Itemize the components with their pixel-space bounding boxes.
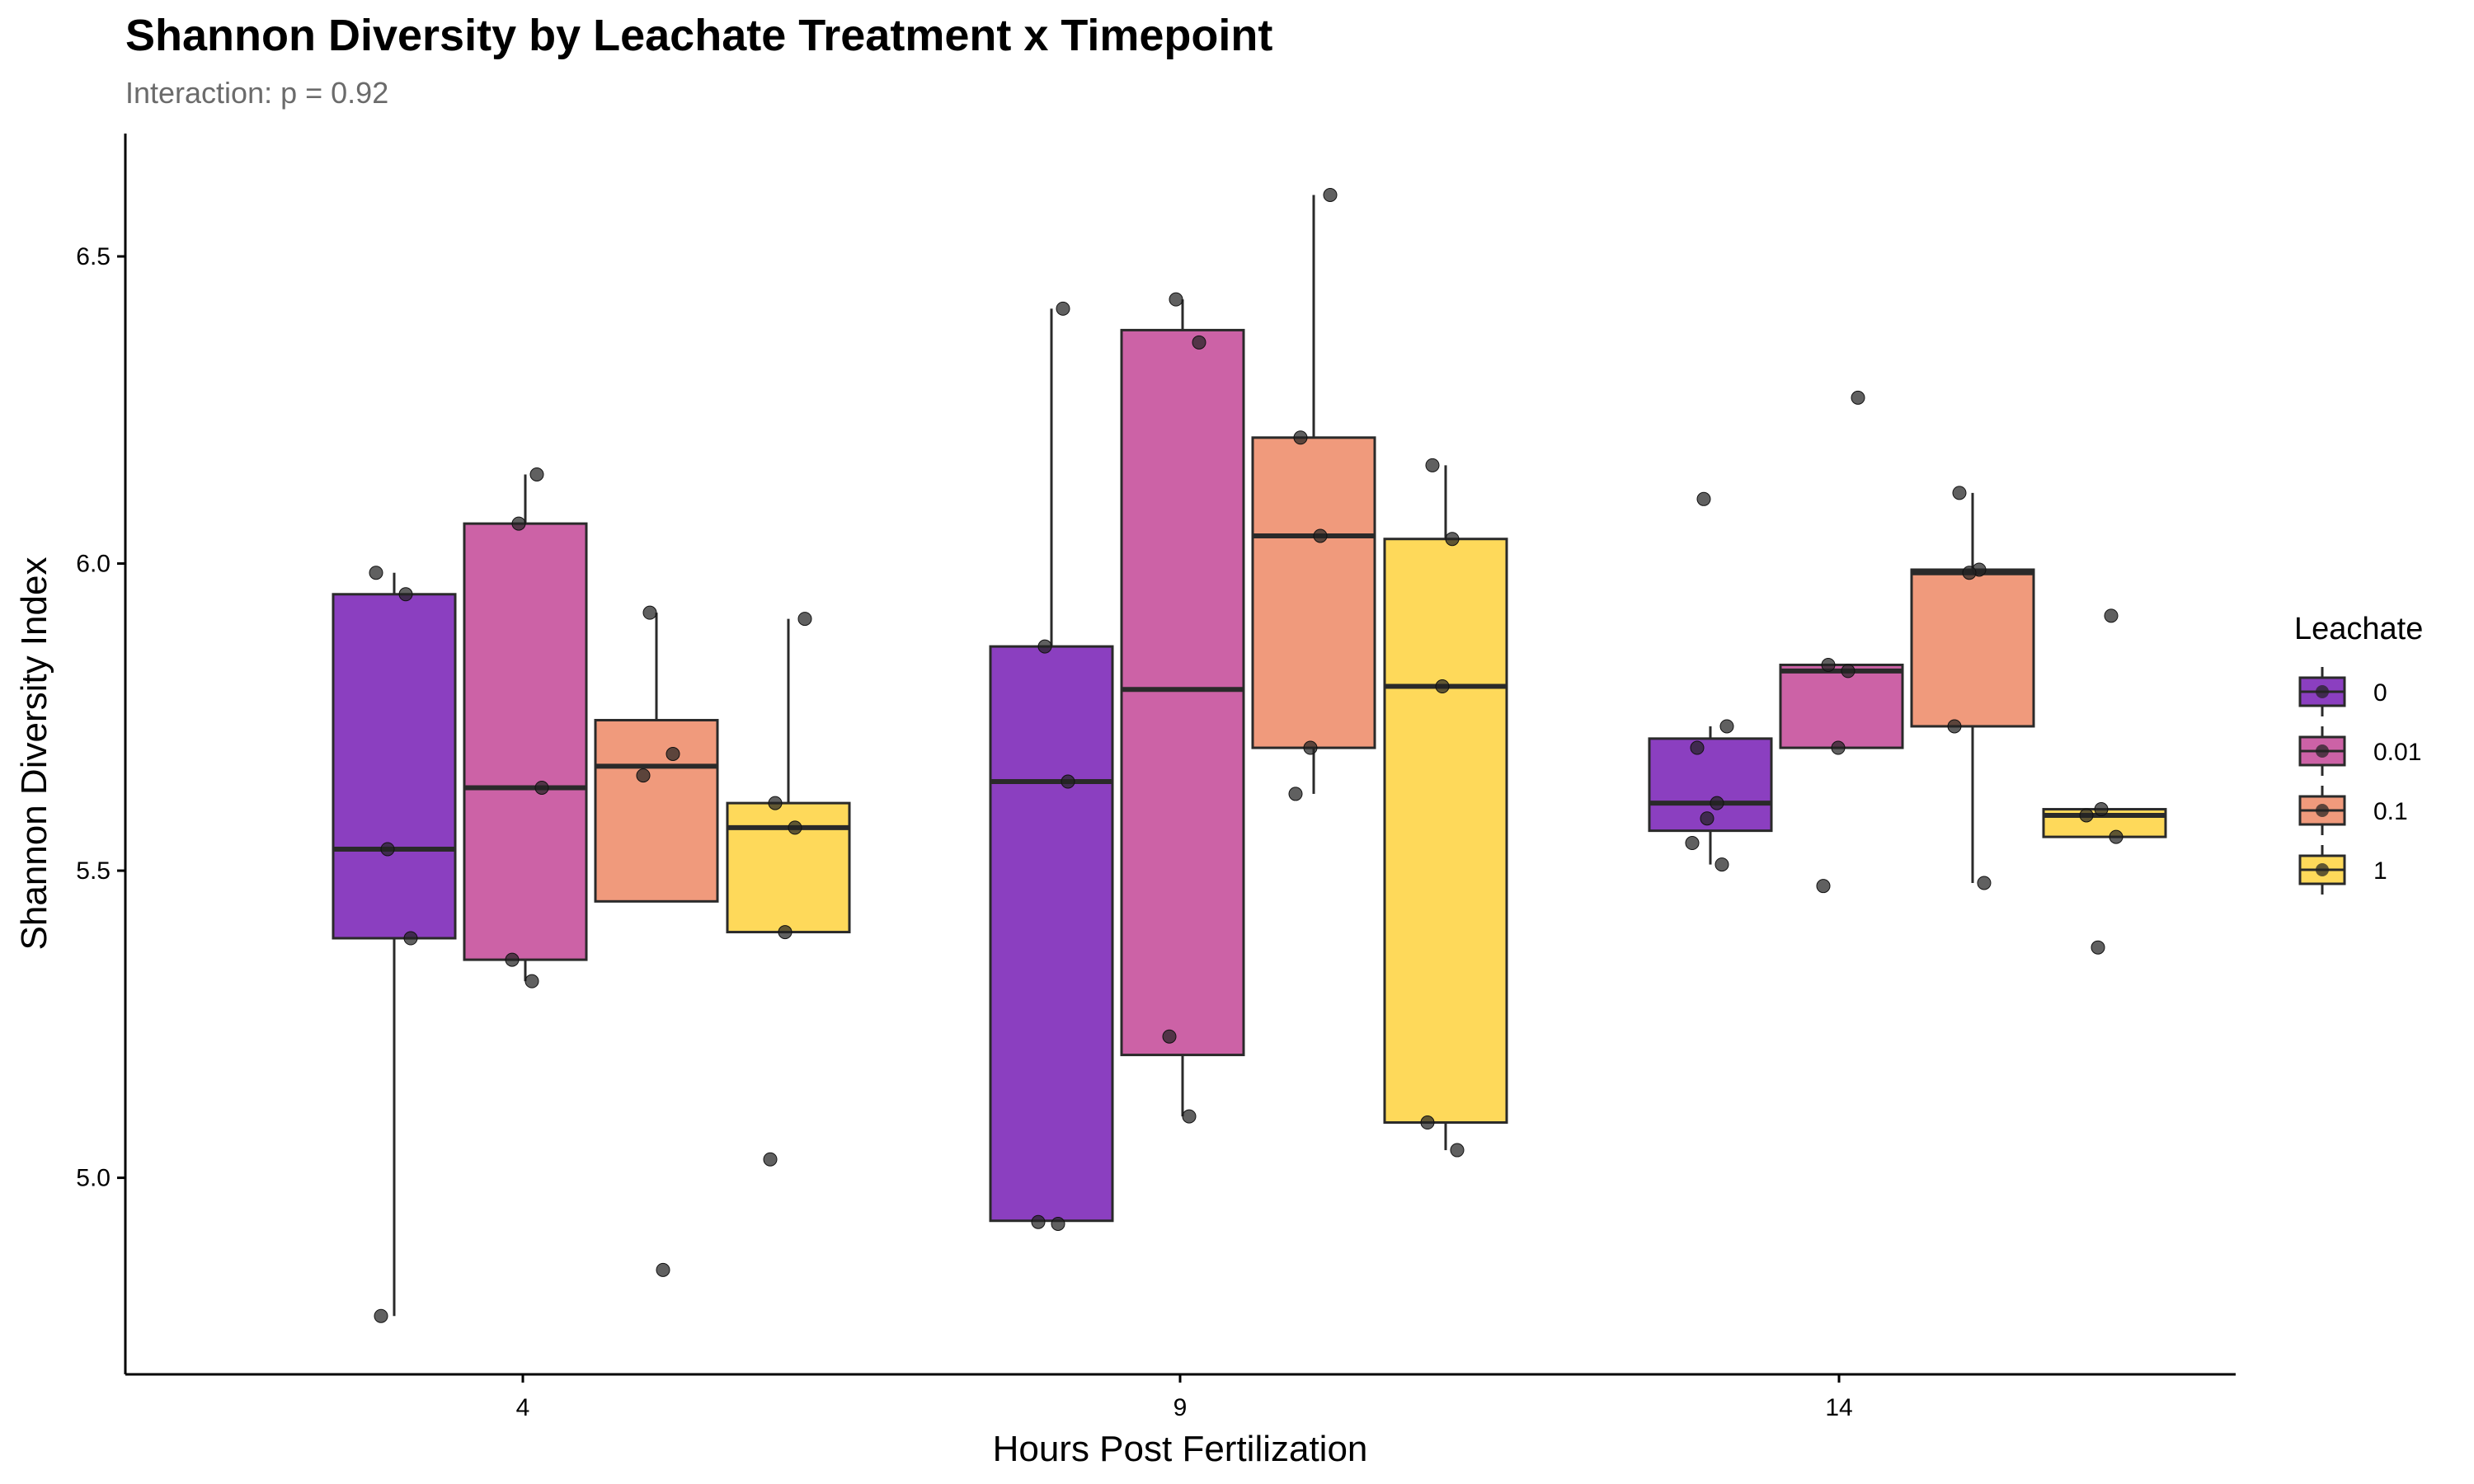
legend-item: 0.01 [2298, 726, 2421, 776]
box-1-4 [726, 801, 851, 934]
box-0.01-9 [1120, 328, 1245, 1057]
data-point [1293, 430, 1308, 445]
data-point [1831, 740, 1846, 755]
data-point [380, 842, 395, 857]
data-point [1700, 811, 1714, 826]
data-point [524, 974, 539, 989]
box-0-9 [989, 645, 1114, 1223]
data-point [636, 768, 651, 783]
box-1-9 [1383, 538, 1508, 1125]
legend-item: 0.1 [2298, 786, 2408, 835]
data-point [1051, 1216, 1065, 1231]
data-point [768, 796, 783, 810]
x-tick-label: 9 [1174, 1394, 1188, 1421]
data-point [642, 605, 657, 620]
data-point [1288, 787, 1303, 801]
data-point [1696, 491, 1711, 506]
legend-point [2316, 863, 2329, 876]
box-0.1-9 [1251, 436, 1376, 749]
data-point [1719, 719, 1734, 734]
x-axis-title: Hours Post Fertilization [993, 1429, 1368, 1469]
data-point [656, 1262, 670, 1277]
box-0.01-4 [463, 522, 588, 961]
data-point [1685, 836, 1700, 851]
data-point [1450, 1143, 1465, 1158]
data-point [1816, 879, 1831, 894]
data-point [2109, 829, 2124, 844]
legend-point [2316, 685, 2329, 698]
data-point [534, 780, 549, 795]
data-point [1056, 301, 1070, 316]
box-0-4 [332, 593, 457, 940]
y-tick-label: 5.5 [76, 857, 111, 885]
data-point [511, 516, 526, 531]
data-point [2091, 940, 2105, 955]
legend: Leachate 0 0.01 0.1 1 [2294, 612, 2423, 895]
legend-item: 1 [2298, 845, 2387, 895]
data-point [1031, 1214, 1046, 1229]
data-point [529, 467, 544, 482]
data-point [1841, 664, 1856, 679]
data-point [369, 566, 383, 580]
legend-label: 0.1 [2373, 798, 2408, 825]
data-point [1182, 1109, 1197, 1124]
data-point [374, 1308, 388, 1323]
data-point [1821, 657, 1836, 672]
data-point [505, 952, 520, 967]
data-point [1947, 719, 1962, 734]
legend-point [2316, 804, 2329, 817]
data-point [1962, 566, 1977, 580]
data-point [1425, 458, 1440, 472]
data-point [1037, 639, 1052, 654]
data-point [1162, 1029, 1177, 1044]
data-point [1061, 774, 1075, 789]
data-point [1851, 390, 1865, 405]
data-point [1714, 857, 1729, 872]
box-0.01-14 [1779, 663, 1904, 749]
y-tick-label: 6.0 [76, 551, 111, 578]
legend-title: Leachate [2294, 612, 2423, 646]
data-point [1710, 796, 1724, 810]
y-axis-title: Shannon Diversity Index [14, 557, 54, 951]
y-tick-label: 6.5 [76, 243, 111, 270]
data-point [1420, 1115, 1435, 1130]
data-point [1690, 740, 1705, 755]
data-point [1977, 876, 1992, 890]
data-point [1313, 528, 1328, 543]
data-point [398, 587, 413, 602]
data-point [763, 1152, 778, 1167]
box-0.1-14 [1910, 568, 2035, 728]
data-point [788, 820, 802, 835]
y-tick-label: 5.0 [76, 1165, 111, 1192]
data-point [1169, 292, 1183, 307]
legend-label: 0 [2373, 679, 2387, 707]
data-point [778, 925, 793, 940]
legend-label: 1 [2373, 857, 2387, 885]
x-tick-label: 14 [1825, 1394, 1852, 1421]
data-point [1323, 188, 1338, 203]
data-point [403, 931, 418, 946]
data-point [1952, 486, 1967, 500]
legend-label: 0.01 [2373, 739, 2421, 766]
x-tick-label: 4 [516, 1394, 530, 1421]
data-point [1435, 679, 1450, 694]
data-point [1303, 740, 1318, 755]
chart-subtitle: Interaction: p = 0.92 [125, 76, 389, 110]
data-point [1445, 532, 1460, 547]
data-point [2079, 808, 2094, 823]
chart-title: Shannon Diversity by Leachate Treatment … [125, 11, 1273, 60]
legend-item: 0 [2298, 667, 2387, 716]
data-point [666, 747, 680, 761]
box-0.1-4 [594, 719, 719, 903]
data-point [2094, 802, 2109, 817]
data-point [2104, 608, 2119, 623]
legend-point [2316, 744, 2329, 758]
data-point [1192, 335, 1206, 350]
data-point [797, 612, 812, 627]
